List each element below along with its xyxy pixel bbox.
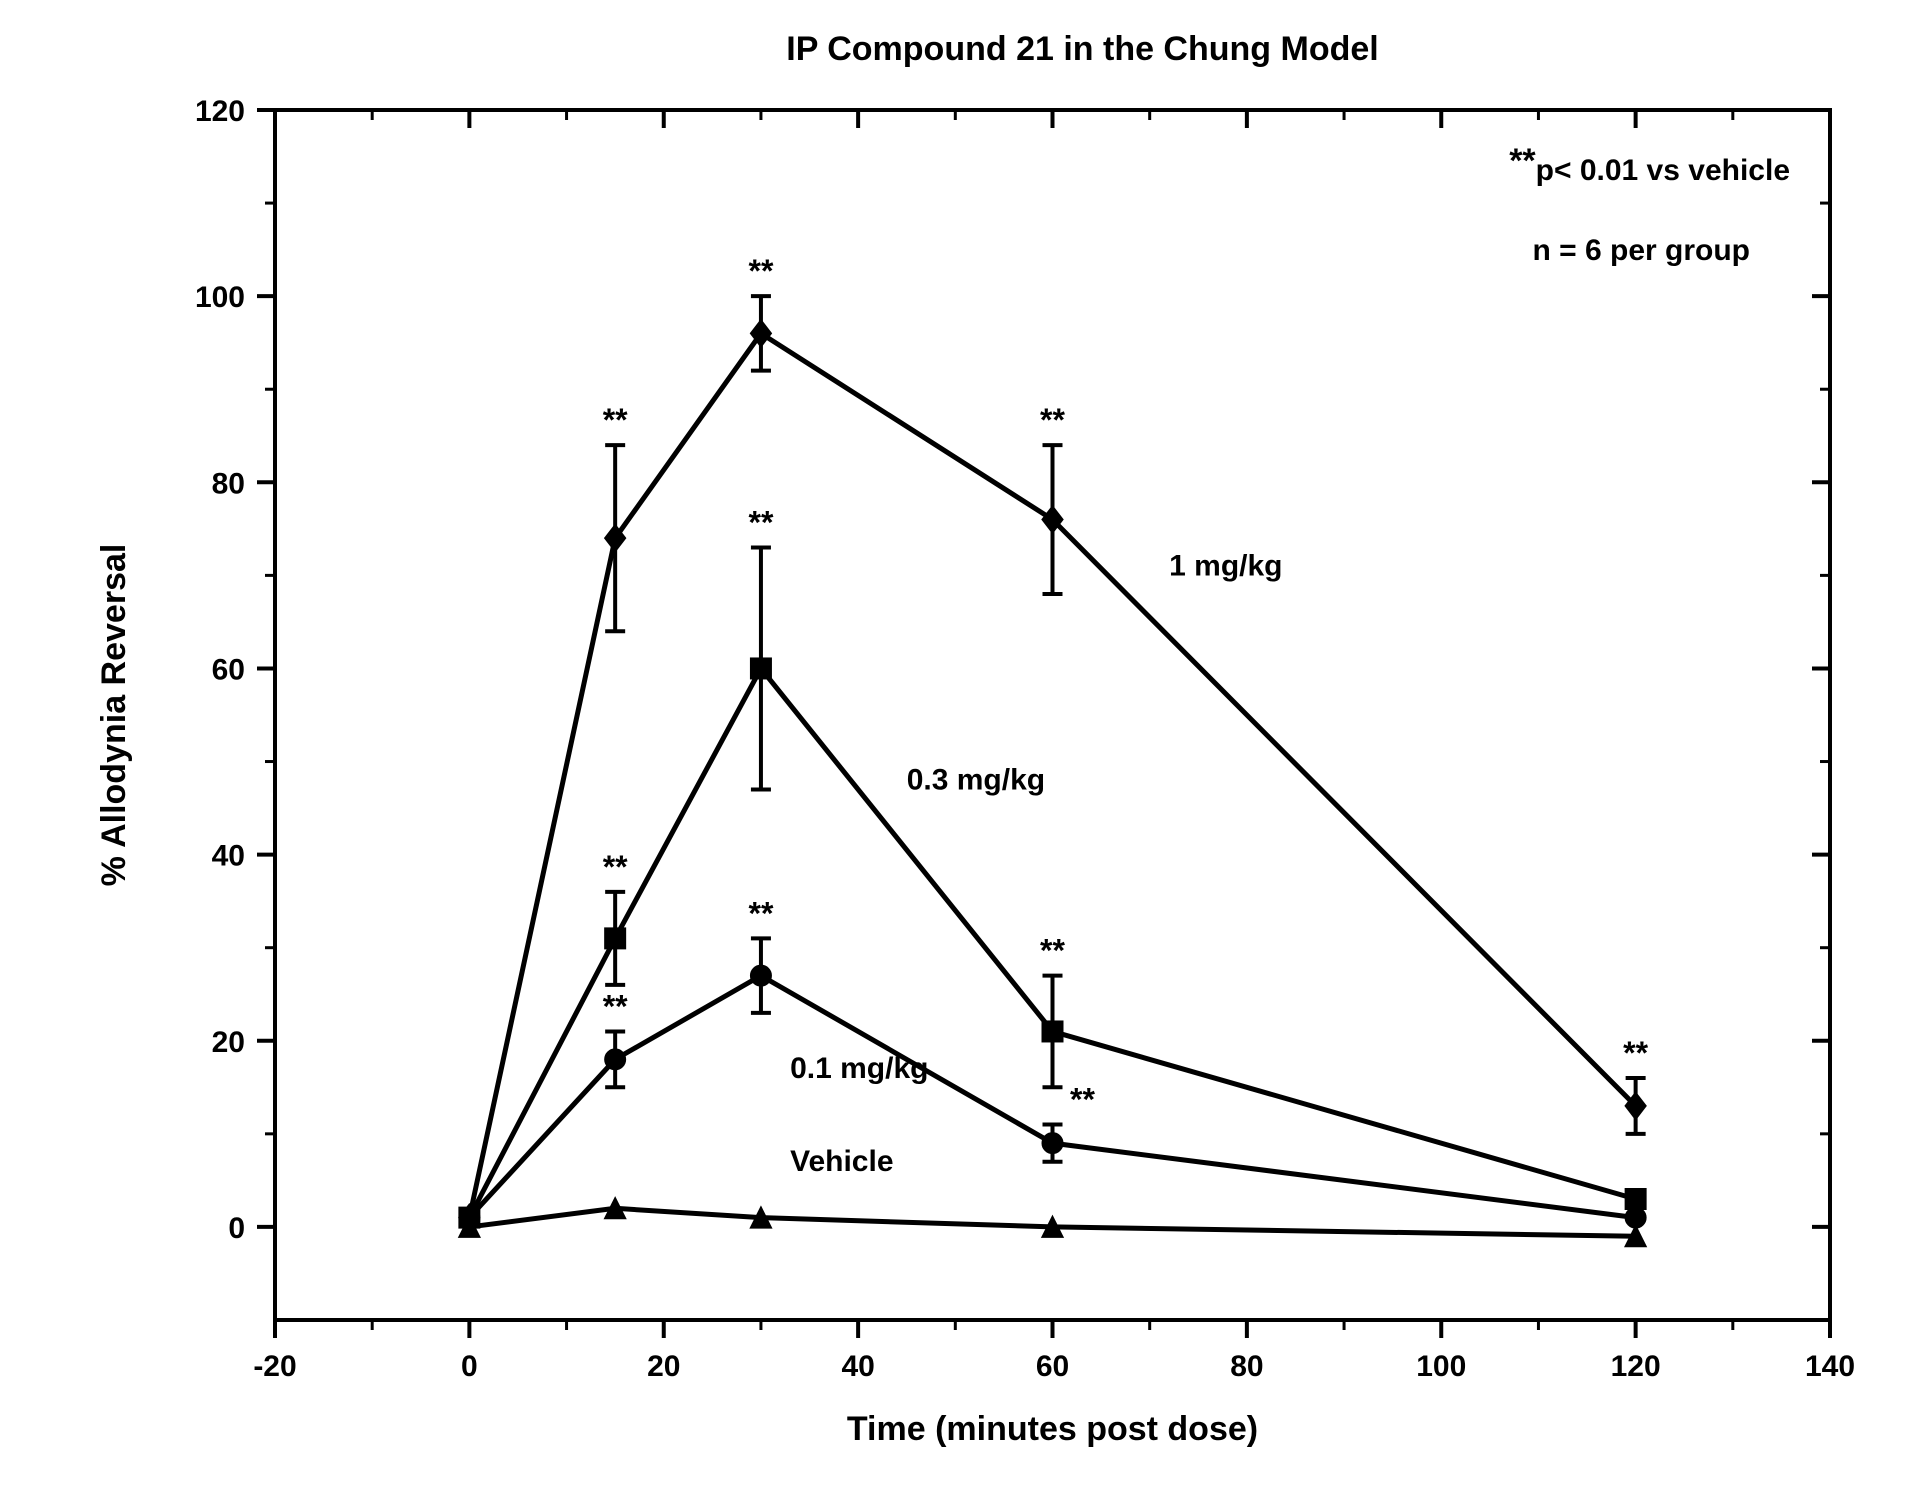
series-label: 0.1 mg/kg [790,1052,928,1085]
sig-marker: ** [1040,933,1065,969]
series-label: 0.3 mg/kg [907,763,1045,796]
data-marker [751,658,771,678]
chart-svg: -20 0 20 40 60 80 100 120 140 0 20 40 60 80 100 120 IP C… [0,0,1915,1499]
sig-marker: ** [603,849,628,885]
x-tick-label: 120 [1611,1350,1661,1383]
sig-marker: ** [1040,402,1065,438]
sig-marker: ** [748,504,773,540]
x-tick-label: 40 [841,1350,874,1383]
y-tick-label: 0 [228,1212,245,1245]
x-tick-label: 20 [647,1350,680,1383]
x-tick-label: 60 [1036,1350,1069,1383]
data-marker [751,966,771,986]
chart-title: IP Compound 21 in the Chung Model [786,30,1378,68]
sig-marker: ** [1070,1082,1095,1118]
sig-marker: ** [748,253,773,289]
sig-marker: ** [603,988,628,1024]
data-marker [1043,1133,1063,1153]
x-tick-label: 80 [1230,1350,1263,1383]
sig-marker: ** [748,895,773,931]
x-tick-label: 140 [1805,1350,1855,1383]
sig-marker: ** [603,402,628,438]
y-axis-label: % Allodynia Reversal [95,544,133,887]
data-marker [605,1049,625,1069]
data-marker [1043,1021,1063,1041]
y-tick-label: 100 [195,281,245,314]
note-n: n = 6 per group [1532,234,1750,267]
sig-marker: ** [1623,1035,1648,1071]
x-axis-label: Time (minutes post dose) [847,1410,1258,1448]
y-tick-label: 20 [212,1026,245,1059]
y-tick-label: 40 [212,840,245,873]
x-tick-label: 100 [1416,1350,1466,1383]
x-tick-label: 0 [461,1350,478,1383]
data-marker [605,928,625,948]
y-tick-label: 120 [195,95,245,128]
y-tick-label: 60 [212,653,245,686]
x-tick-label: -20 [253,1350,296,1383]
series-label: Vehicle [790,1145,893,1178]
data-marker [1626,1189,1646,1209]
series-label: 1 mg/kg [1169,549,1282,582]
chart-container: -20 0 20 40 60 80 100 120 140 0 20 40 60 80 100 120 IP C… [0,0,1915,1499]
y-tick-label: 80 [212,467,245,500]
